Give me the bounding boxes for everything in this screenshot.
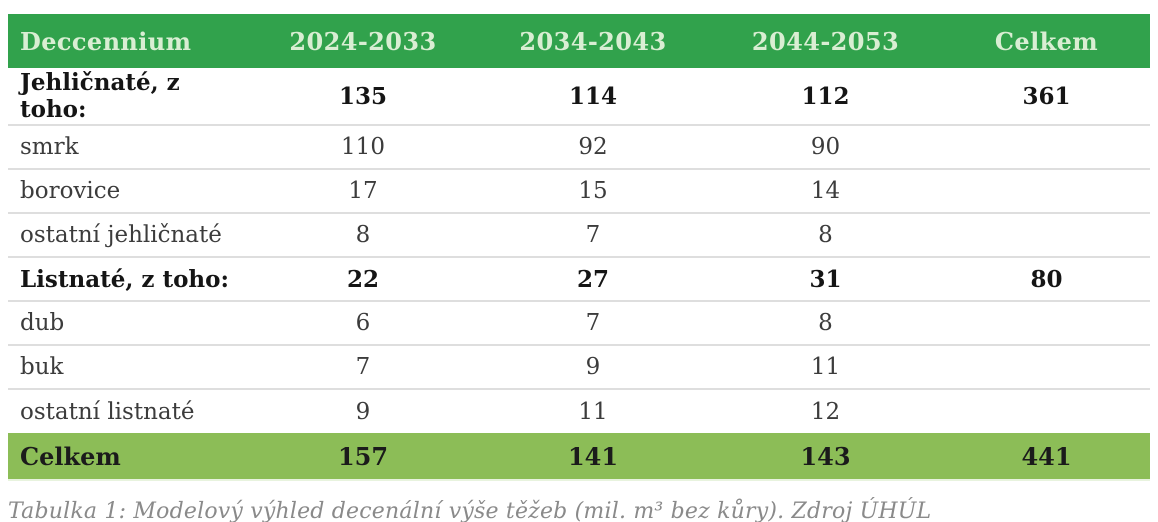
total-value-cell: 441 bbox=[1021, 441, 1072, 471]
total-value-cell: 157 bbox=[337, 441, 389, 471]
value-cell: 7 bbox=[585, 222, 601, 248]
value-cell bbox=[943, 125, 1150, 169]
value-cell: 114 bbox=[568, 82, 617, 110]
table-row-jehlicnate: Jehličnaté, z toho: 135 114 112 361 bbox=[8, 68, 1150, 125]
table-row-borovice: borovice 17 15 14 bbox=[8, 169, 1150, 213]
column-header-2024-2033: 2024-2033 bbox=[248, 14, 478, 68]
value-cell: 17 bbox=[348, 178, 378, 204]
column-header-2044-2053: 2044-2053 bbox=[708, 14, 943, 68]
value-cell: 12 bbox=[810, 398, 841, 425]
value-cell: 90 bbox=[810, 134, 841, 160]
value-cell bbox=[943, 169, 1150, 213]
value-cell bbox=[943, 301, 1150, 345]
table-row-ostatni-listnate: ostatní listnaté 9 11 12 bbox=[8, 389, 1150, 433]
value-cell: 6 bbox=[355, 310, 371, 336]
value-cell bbox=[943, 389, 1150, 433]
value-cell: 112 bbox=[801, 82, 850, 110]
value-cell: 15 bbox=[578, 178, 608, 204]
value-cell: 80 bbox=[1030, 265, 1063, 293]
value-cell bbox=[943, 345, 1150, 389]
table-row-buk: buk 7 9 11 bbox=[8, 345, 1150, 389]
value-cell: 361 bbox=[1022, 82, 1071, 110]
table-row-smrk: smrk 110 92 90 bbox=[8, 125, 1150, 169]
row-label: dub bbox=[20, 310, 65, 336]
value-cell bbox=[943, 213, 1150, 257]
value-cell: 7 bbox=[355, 354, 371, 380]
row-label: borovice bbox=[20, 178, 121, 204]
value-cell: 22 bbox=[346, 265, 379, 293]
value-cell: 135 bbox=[338, 82, 387, 110]
total-value-cell: 141 bbox=[567, 441, 619, 471]
value-cell: 92 bbox=[578, 134, 608, 160]
column-header-2034-2043: 2034-2043 bbox=[478, 14, 708, 68]
value-cell: 14 bbox=[810, 178, 841, 204]
value-cell: 11 bbox=[578, 398, 608, 425]
total-row-label: Celkem bbox=[20, 441, 121, 471]
total-value-cell: 143 bbox=[800, 441, 851, 471]
column-header-deccennium: Deccennium bbox=[8, 14, 248, 68]
value-cell: 110 bbox=[341, 134, 385, 160]
value-cell: 11 bbox=[810, 354, 841, 380]
table-total-row: Celkem 157 141 143 441 bbox=[8, 433, 1150, 480]
value-cell: 8 bbox=[818, 310, 833, 336]
row-label: ostatní jehličnaté bbox=[20, 222, 222, 248]
column-header-celkem: Celkem bbox=[943, 14, 1150, 68]
harvest-outlook-table: Deccennium 2024-2033 2034-2043 2044-2053… bbox=[8, 14, 1150, 481]
row-label: buk bbox=[20, 354, 64, 380]
table-row-ostatni-jehlicnate: ostatní jehličnaté 8 7 8 bbox=[8, 213, 1150, 257]
value-cell: 8 bbox=[818, 222, 833, 248]
value-cell: 8 bbox=[355, 222, 371, 248]
table-header-row: Deccennium 2024-2033 2034-2043 2044-2053… bbox=[8, 14, 1150, 68]
row-label: smrk bbox=[20, 134, 79, 160]
table-row-dub: dub 6 7 8 bbox=[8, 301, 1150, 345]
row-label: ostatní listnaté bbox=[20, 398, 195, 425]
table-row-listnate: Listnaté, z toho: 22 27 31 80 bbox=[8, 257, 1150, 301]
row-label: Jehličnaté, z toho: bbox=[20, 69, 180, 123]
table-caption: Tabulka 1: Modelový výhled decenální výš… bbox=[8, 499, 932, 522]
row-label: Listnaté, z toho: bbox=[20, 265, 229, 293]
value-cell: 7 bbox=[585, 310, 601, 336]
value-cell: 27 bbox=[576, 265, 609, 293]
value-cell: 31 bbox=[809, 265, 842, 293]
value-cell: 9 bbox=[585, 354, 601, 380]
value-cell: 9 bbox=[355, 398, 371, 425]
